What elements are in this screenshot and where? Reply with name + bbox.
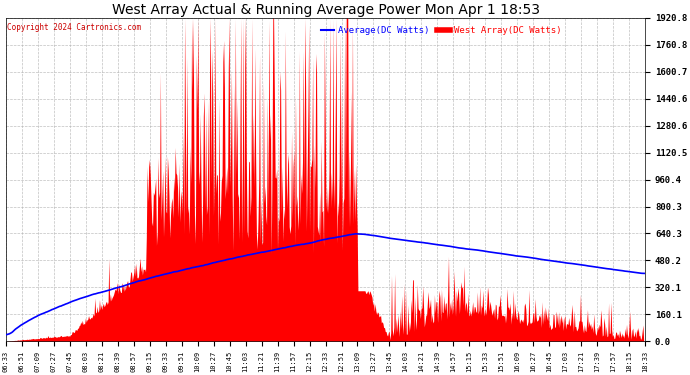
Text: Copyright 2024 Cartronics.com: Copyright 2024 Cartronics.com bbox=[7, 23, 141, 32]
Legend: Average(DC Watts), West Array(DC Watts): Average(DC Watts), West Array(DC Watts) bbox=[317, 22, 565, 39]
Title: West Array Actual & Running Average Power Mon Apr 1 18:53: West Array Actual & Running Average Powe… bbox=[112, 3, 540, 17]
